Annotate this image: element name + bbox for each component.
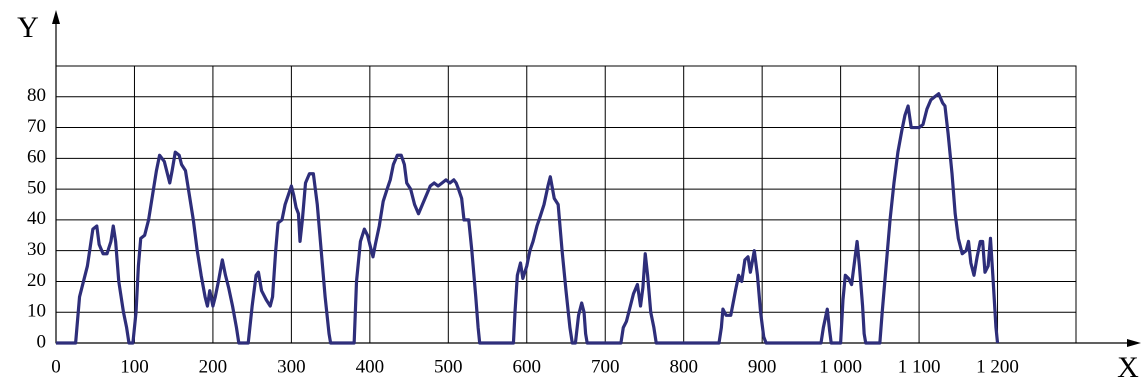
y-tick-label: 80 [27,85,46,106]
y-axis-arrow [52,10,60,24]
y-tick-label: 70 [27,116,46,137]
x-tick-label: 800 [669,356,698,377]
y-axis-label: Y [17,11,39,44]
y-tick-label: 30 [27,239,46,260]
x-tick-label: 700 [591,356,620,377]
x-axis-label: X [1117,351,1139,384]
y-tick-label: 50 [27,177,46,198]
x-tick-label: 0 [51,356,61,377]
y-tick-label: 20 [27,270,46,291]
x-tick-label: 300 [277,356,306,377]
x-tick-label: 1 200 [976,356,1019,377]
x-tick-label: 100 [120,356,149,377]
x-tick-label: 400 [356,356,385,377]
x-tick-label: 200 [199,356,228,377]
y-tick-label: 10 [27,301,46,322]
x-tick-label: 1 000 [819,356,862,377]
y-tick-label: 60 [27,147,46,168]
x-tick-label: 900 [748,356,777,377]
x-tick-label: 1 100 [898,356,941,377]
y-tick-label: 40 [27,208,46,229]
x-axis-arrow [1127,339,1141,347]
data-line [56,92,1000,345]
x-tick-label: 600 [513,356,542,377]
y-tick-label: 0 [37,331,47,352]
x-tick-label: 500 [434,356,463,377]
